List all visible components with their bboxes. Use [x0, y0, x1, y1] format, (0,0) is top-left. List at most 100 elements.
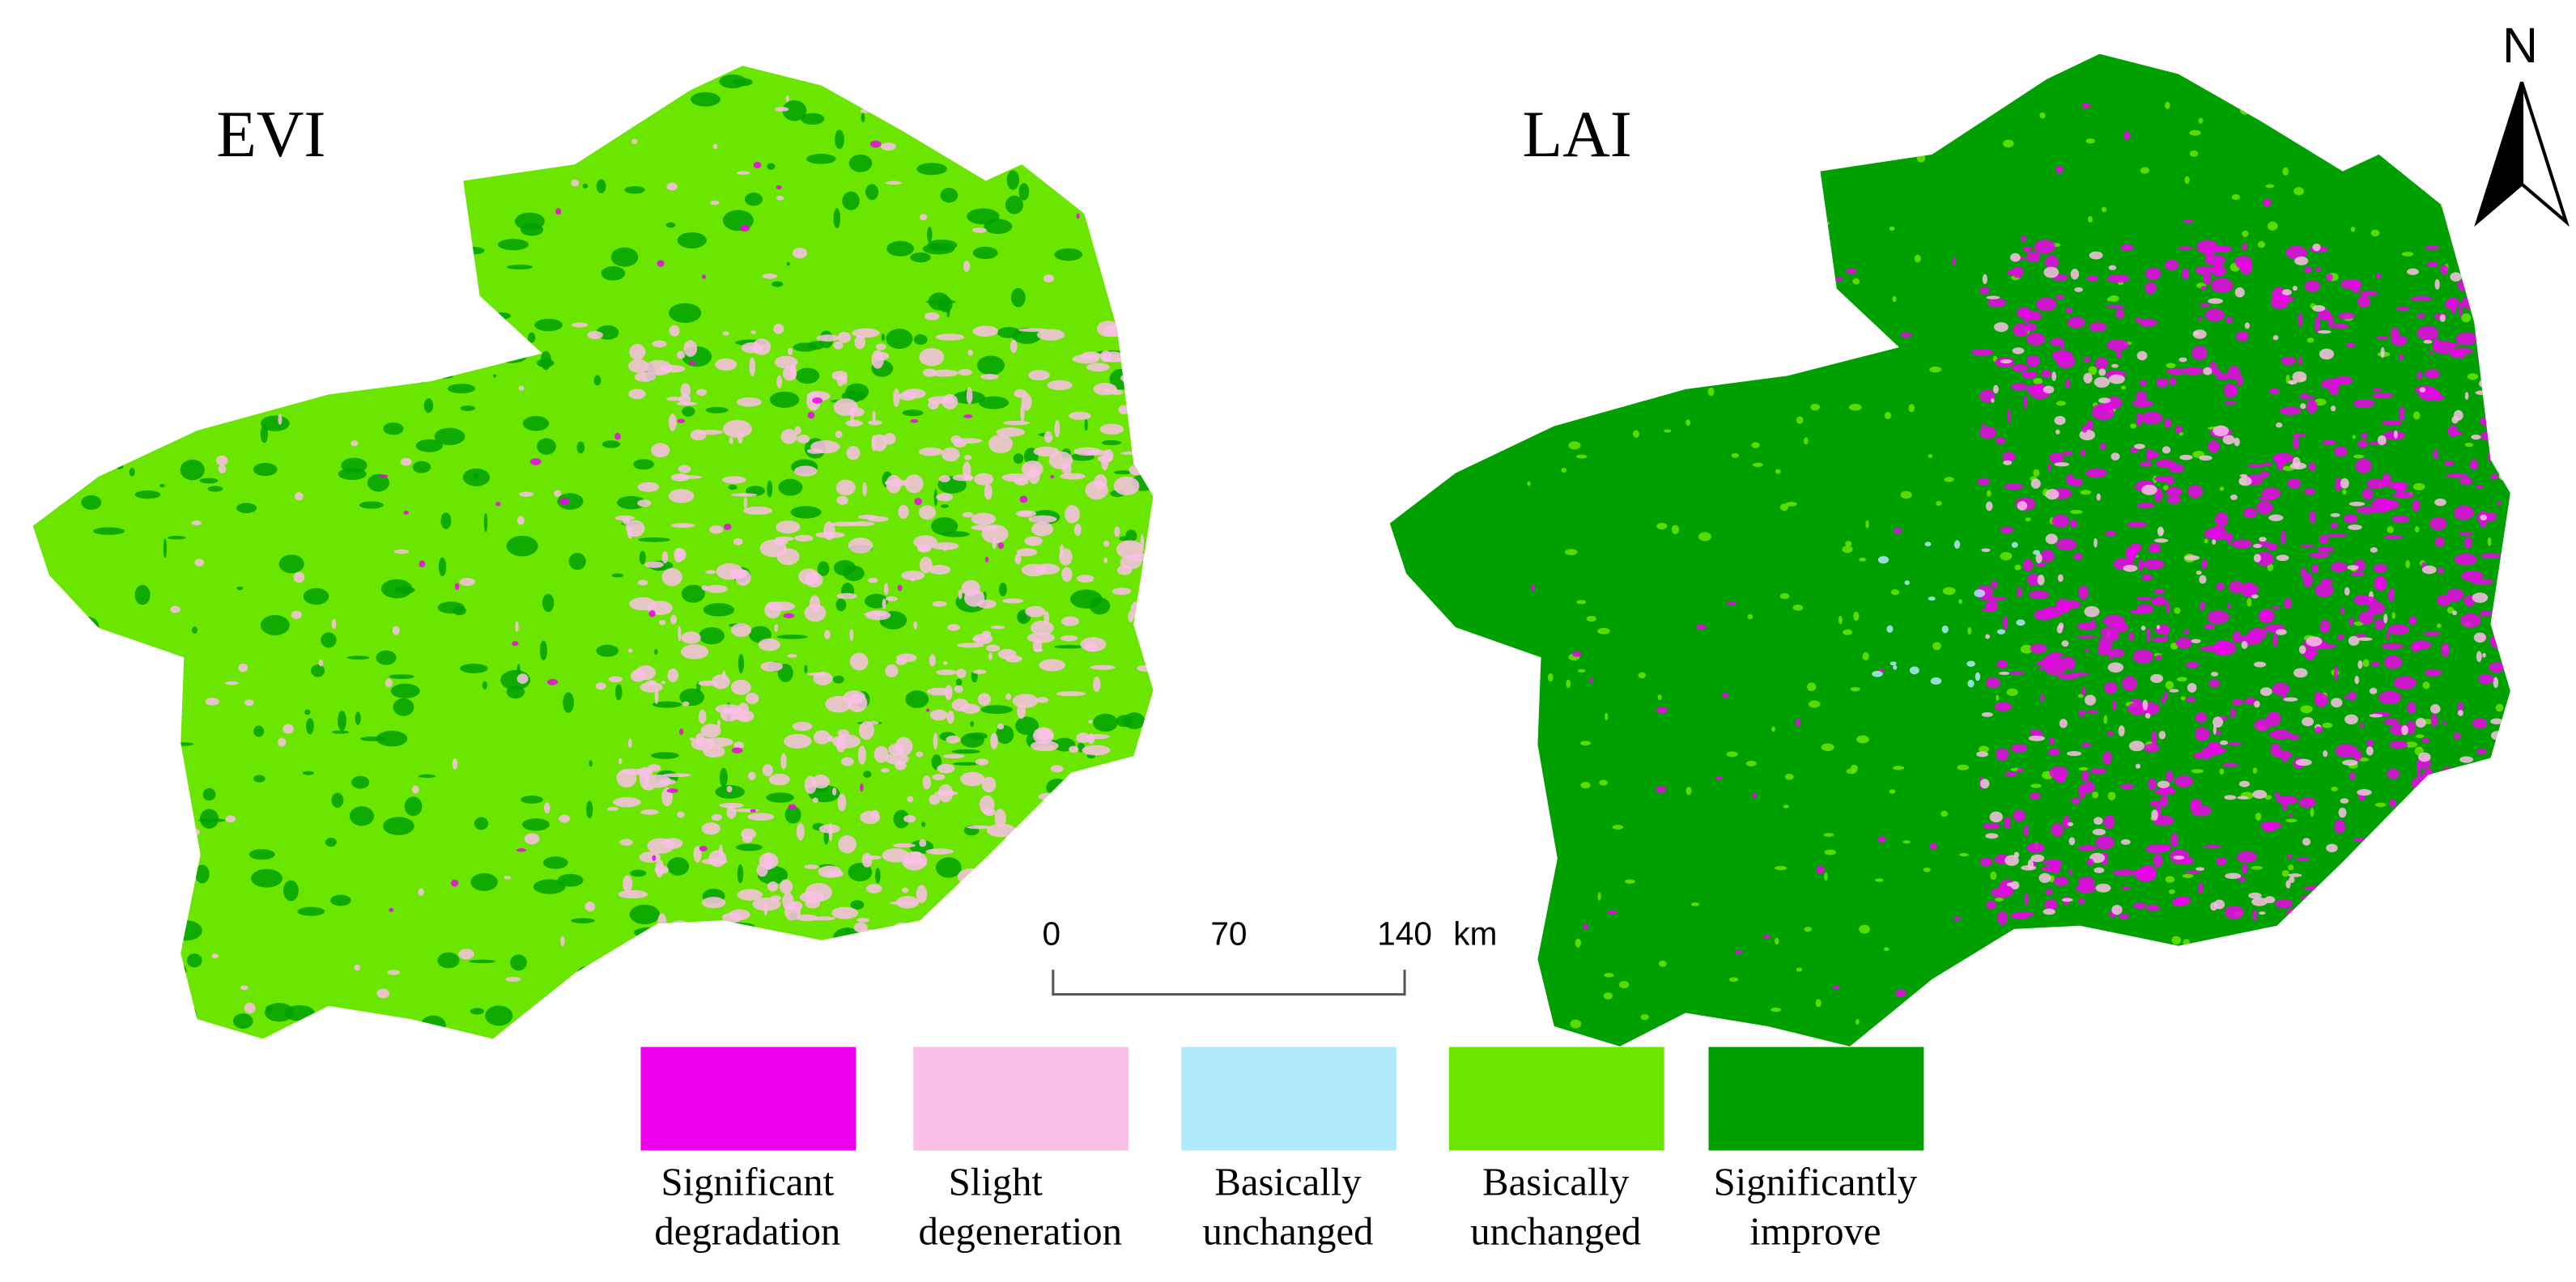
map-patch: [2441, 643, 2450, 657]
map-patch: [1726, 751, 1738, 758]
map-patch: [1104, 388, 1110, 393]
map-patch: [2146, 451, 2159, 459]
map-patch: [2030, 1032, 2043, 1038]
map-patch: [863, 770, 872, 778]
map-patch: [2010, 881, 2020, 890]
map-patch: [960, 771, 985, 787]
map-patch: [862, 482, 867, 497]
map-patch: [81, 495, 102, 510]
map-patch: [1816, 865, 1825, 874]
map-patch: [2298, 356, 2303, 365]
map-patch: [278, 414, 283, 425]
map-patch: [2400, 725, 2408, 736]
map-patch: [2370, 880, 2376, 888]
map-patch: [2258, 495, 2276, 501]
map-patch: [2362, 659, 2370, 668]
map-patch: [2504, 803, 2508, 809]
map-patch: [2473, 147, 2480, 157]
map-patch: [1874, 878, 1884, 882]
map-patch: [913, 535, 937, 550]
map-patch: [1883, 947, 1889, 952]
map-patch: [351, 775, 370, 789]
map-patch: [2348, 1002, 2358, 1012]
map-patch: [2092, 828, 2106, 836]
map-patch: [2310, 1004, 2323, 1009]
map-patch: [2189, 150, 2199, 157]
map-patch: [2456, 352, 2466, 359]
map-patch: [2192, 331, 2200, 336]
map-patch: [2506, 811, 2510, 817]
map-patch: [2121, 385, 2127, 390]
map-patch: [1116, 565, 1133, 575]
map-patch: [2489, 634, 2508, 649]
map-patch: [972, 246, 998, 260]
map-patch: [2096, 493, 2101, 501]
map-patch: [32, 784, 41, 792]
map-patch: [2305, 909, 2328, 923]
map-patch: [701, 274, 706, 279]
map-patch: [2302, 838, 2311, 846]
map-patch: [794, 426, 801, 435]
map-patch: [802, 947, 811, 955]
map-patch: [1543, 1031, 1556, 1040]
map-patch: [1135, 895, 1140, 911]
map-patch: [2289, 380, 2294, 385]
map-patch: [1862, 652, 1869, 660]
map-patch: [2484, 512, 2497, 522]
map-patch: [57, 227, 83, 244]
map-patch: [1006, 170, 1019, 190]
map-patch: [470, 872, 498, 891]
map-patch: [2095, 883, 2111, 893]
map-patch: [1853, 611, 1860, 621]
map-patch: [1685, 261, 1690, 270]
map-patch: [895, 760, 907, 770]
map-patch: [1923, 867, 1931, 872]
map-patch: [661, 567, 682, 587]
map-patch: [716, 720, 721, 728]
map-patch: [2108, 265, 2117, 270]
map-patch: [880, 768, 890, 773]
map-patch: [1094, 473, 1107, 490]
map-patch: [593, 375, 601, 386]
map-patch: [1021, 563, 1048, 577]
map-patch: [2139, 380, 2148, 387]
map-patch: [1104, 766, 1121, 779]
map-patch: [2084, 647, 2089, 653]
map-patch: [2354, 675, 2360, 685]
map-patch: [1561, 468, 1567, 473]
map-patch: [2335, 477, 2343, 491]
map-patch: [354, 964, 361, 971]
map-patch: [1941, 810, 1949, 817]
map-patch: [1771, 726, 1775, 732]
map-patch: [2045, 489, 2060, 500]
map-patch: [1006, 934, 1036, 954]
map-patch: [117, 362, 139, 373]
map-patch: [1824, 849, 1836, 855]
map-patch: [2378, 690, 2402, 705]
evi-map: [32, 66, 1154, 1039]
map-patch: [460, 664, 488, 673]
map-patch: [2392, 491, 2415, 499]
map-patch: [2085, 468, 2107, 478]
map-patch: [1821, 743, 1834, 752]
map-patch: [736, 397, 762, 407]
map-patch: [2396, 834, 2415, 845]
map-patch: [533, 879, 566, 894]
map-patch: [668, 414, 677, 431]
map-patch: [2259, 687, 2272, 696]
map-patch: [914, 498, 922, 506]
legend-label: Slight: [949, 1160, 1044, 1203]
map-patch: [2179, 432, 2184, 436]
map-patch: [872, 410, 876, 422]
map-patch: [2281, 870, 2289, 877]
map-patch: [1890, 588, 1900, 596]
map-patch: [2089, 251, 2103, 260]
map-patch: [1715, 775, 1724, 780]
map-patch: [651, 443, 670, 458]
map-patch: [654, 923, 666, 936]
map-patch: [2236, 261, 2253, 270]
map-patch: [917, 922, 925, 940]
map-patch: [2057, 574, 2064, 583]
map-patch: [733, 78, 753, 87]
map-patch: [1792, 605, 1804, 611]
